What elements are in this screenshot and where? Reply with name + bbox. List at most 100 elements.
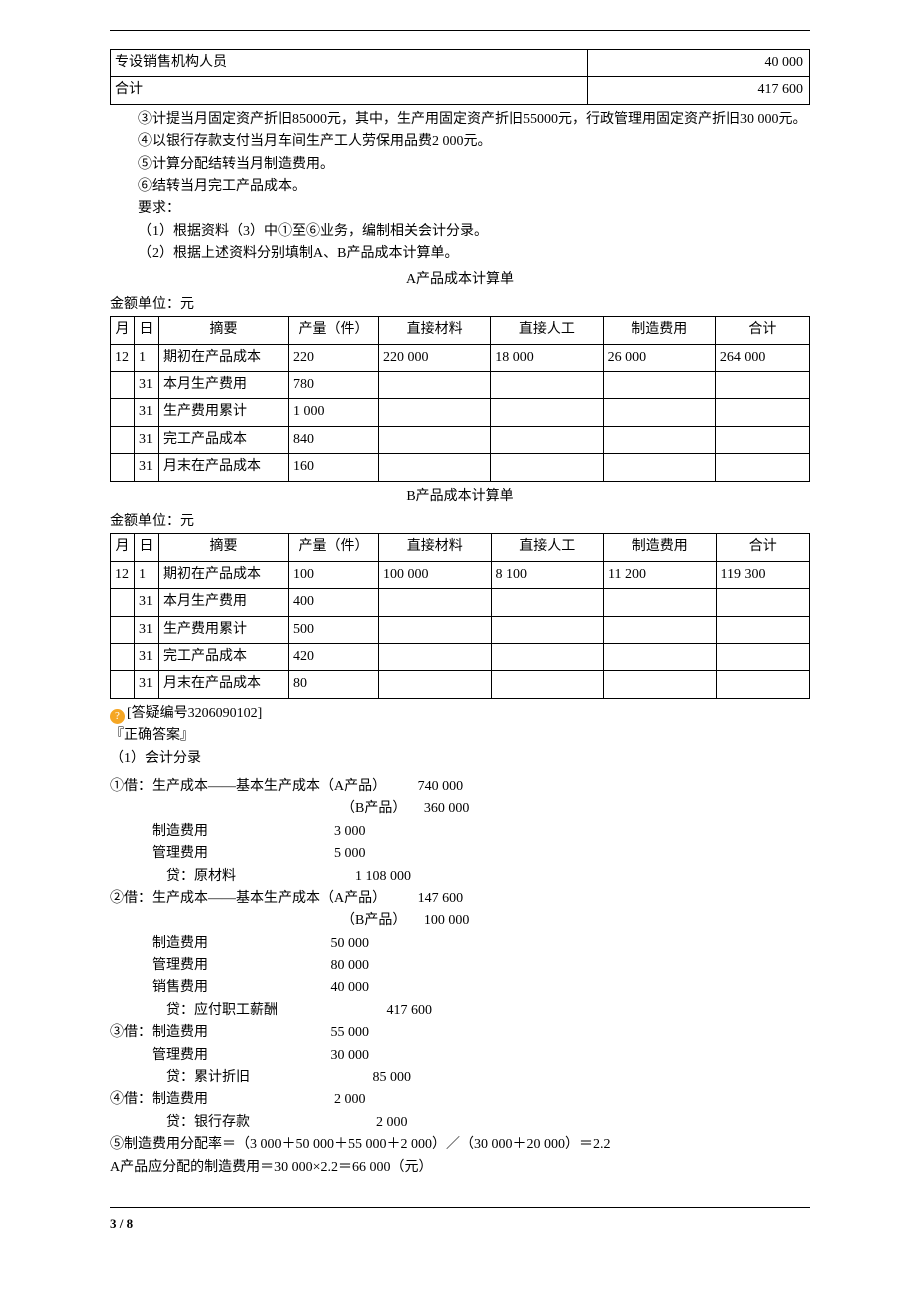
table-cell: 1 [135,561,159,588]
table-cell [603,454,715,481]
table-cell [111,671,135,698]
top-divider [110,30,810,31]
qna-id: [答疑编号3206090102] [127,706,262,721]
table-cell [716,616,809,643]
entry-amount: 40 000 [331,977,370,999]
table-cell [716,643,809,670]
table-cell [379,454,491,481]
table-cell: 完工产品成本 [159,426,289,453]
table-cell [715,372,809,399]
table-cell [491,426,603,453]
entry-label: 贷：原材料 [110,866,236,888]
calc-line-1: ⑤制造费用分配率＝（3 000＋50 000＋55 000＋2 000）／（30… [110,1134,810,1156]
table-cell: 12 [111,344,135,371]
top-summary-table: 专设销售机构人员40 000合计417 600 [110,49,810,105]
para-6: ⑥结转当月完工产品成本。 [110,176,810,198]
table-cell: 160 [289,454,379,481]
entry-gap [386,888,418,910]
table-cell: 500 [289,616,379,643]
entry-gap [208,955,331,977]
table-cell [491,643,604,670]
entry-gap [250,1112,376,1134]
summary-amount: 40 000 [587,50,810,77]
entry-amount: 2 000 [334,1089,366,1111]
table-cell [111,454,135,481]
entry-label: ④借：制造费用 [110,1089,208,1111]
entry-label: ②借：生产成本——基本生产成本（A产品） [110,888,386,910]
entry-gap [208,1089,334,1111]
entry-amount: 5 000 [334,843,366,865]
table-cell [603,372,715,399]
table-cell: 8 100 [491,561,604,588]
table-cell: 100 [289,561,379,588]
journal-entry-row: ①借：生产成本——基本生产成本（A产品） 740 000 [110,776,810,798]
table-cell [491,589,604,616]
table-cell: 期初在产品成本 [159,561,289,588]
column-header: 合计 [716,534,809,561]
column-header: 日 [135,317,159,344]
table-row: 31月末在产品成本160 [111,454,810,481]
table-row: 31月末在产品成本80 [111,671,810,698]
journal-entry-row: 制造费用 3 000 [110,821,810,843]
table-row: 121期初在产品成本220220 00018 00026 000264 000 [111,344,810,371]
table-cell: 1 000 [289,399,379,426]
journal-entry-row: ③借：制造费用 55 000 [110,1022,810,1044]
entry-gap [208,977,331,999]
table-cell [604,671,717,698]
column-header: 摘要 [159,534,289,561]
table-cell [603,426,715,453]
journal-entry-row: （B产品） 100 000 [110,910,810,932]
table-cell: 420 [289,643,379,670]
entry-amount: 55 000 [331,1022,370,1044]
entry-label: ①借：生产成本——基本生产成本（A产品） [110,776,386,798]
table-cell: 31 [135,454,159,481]
entry-gap [208,933,331,955]
journal-entry-row: 销售费用 40 000 [110,977,810,999]
entry-gap [236,866,355,888]
entry-amount: 3 000 [334,821,366,843]
table-row: 31本月生产费用780 [111,372,810,399]
table-cell [111,643,135,670]
column-header: 摘要 [159,317,289,344]
table-cell: 119 300 [716,561,809,588]
entry-gap [406,798,424,820]
table-cell [379,589,492,616]
entry-amount: 85 000 [373,1067,412,1089]
entry-amount: 147 600 [418,888,464,910]
para-r2: （2）根据上述资料分别填制A、B产品成本计算单。 [110,243,810,265]
table-cell [715,426,809,453]
table-cell: 31 [135,426,159,453]
table-row: 31完工产品成本840 [111,426,810,453]
column-header: 产量（件） [289,534,379,561]
column-header: 直接材料 [379,534,492,561]
column-header: 合计 [715,317,809,344]
table-cell: 220 000 [379,344,491,371]
table-cell: 780 [289,372,379,399]
table-b-unit: 金额单位：元 [110,511,810,533]
table-cell: 31 [135,671,159,698]
entry-label: 贷：应付职工薪酬 [110,1000,278,1022]
entry-amount: 417 600 [387,1000,433,1022]
table-cell [111,399,135,426]
entry-gap [406,910,424,932]
entry-amount: 30 000 [331,1045,370,1067]
journal-entry-row: （B产品） 360 000 [110,798,810,820]
entry-label: 制造费用 [110,821,208,843]
entry-gap [250,1067,373,1089]
qna-line: ?[答疑编号3206090102] [110,703,810,725]
column-header: 月 [111,317,135,344]
column-header: 制造费用 [604,534,717,561]
table-cell [379,616,492,643]
journal-entries: ①借：生产成本——基本生产成本（A产品） 740 000 （B产品） 360 0… [110,776,810,1134]
summary-label: 合计 [111,77,588,104]
entry-label: （B产品） [110,910,406,932]
table-cell [716,671,809,698]
table-cell: 31 [135,643,159,670]
table-cell [379,671,492,698]
entry-amount: 740 000 [418,776,464,798]
entry-label: 贷：累计折旧 [110,1067,250,1089]
journal-entry-row: 贷：累计折旧 85 000 [110,1067,810,1089]
para-3: ③计提当月固定资产折旧85000元，其中，生产用固定资产折旧55000元，行政管… [110,109,810,131]
table-row: 121期初在产品成本100100 0008 10011 200119 300 [111,561,810,588]
para-r1: （1）根据资料（3）中①至⑥业务，编制相关会计分录。 [110,221,810,243]
